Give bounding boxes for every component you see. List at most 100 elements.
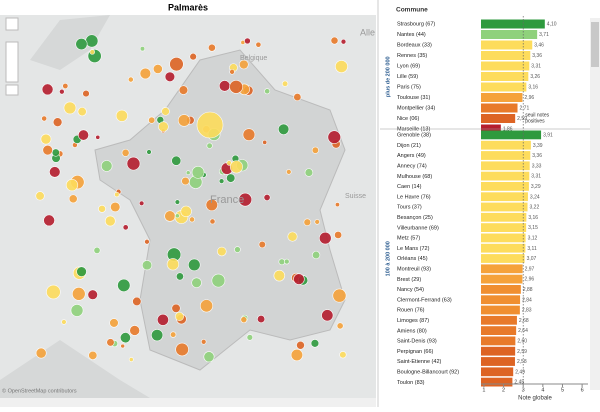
x-axis-label: Note globale: [518, 396, 552, 402]
value-label: 3,36: [532, 53, 542, 59]
map-bubble: [62, 82, 69, 90]
value-label: 1,86: [503, 127, 513, 133]
category-label: Brest (29): [397, 277, 421, 283]
category-label: Toulon (83): [397, 380, 425, 386]
map-bubble: [65, 179, 79, 192]
map-bubble: [68, 194, 78, 204]
map-bubble: [41, 115, 48, 122]
map-bubble: [93, 246, 101, 254]
map-bubble: [336, 322, 344, 330]
map-bubble: [189, 52, 197, 61]
bar: [481, 295, 521, 305]
map-bubble: [229, 69, 235, 75]
bar: [481, 151, 531, 160]
value-label: 3,26: [530, 74, 540, 80]
bar: [481, 285, 521, 294]
map-bubble: [264, 88, 271, 95]
map-bubble: [188, 258, 201, 272]
bar: [481, 192, 528, 202]
map-bubble: [203, 351, 215, 363]
bar: [481, 264, 523, 274]
map-bubble: [287, 231, 298, 242]
map-bubble: [115, 109, 128, 122]
title: Palmarès: [168, 2, 208, 12]
value-label: 3,12: [528, 235, 538, 241]
bar: [481, 72, 529, 81]
value-label: 3,33: [532, 163, 542, 169]
category-label: Saint-Denis (93): [397, 339, 437, 345]
map-bubble: [229, 79, 243, 94]
map-bubble: [152, 64, 163, 74]
map-bubble: [120, 343, 126, 349]
map-bubble: [59, 88, 65, 95]
scroll-thumb[interactable]: [591, 22, 599, 67]
bar: [481, 233, 526, 243]
category-label: Dijon (21): [397, 143, 421, 149]
scrollbar[interactable]: [0, 398, 376, 407]
category-label: Boulogne-Billancourt (92): [397, 370, 459, 376]
map-bubble: [171, 155, 182, 166]
map-bubble: [148, 116, 156, 124]
annotation: seuil notes: [525, 112, 549, 118]
map-bubble: [127, 76, 134, 83]
bar: [481, 161, 530, 171]
map-bubble: [174, 199, 181, 205]
category-label: Montreuil (93): [397, 267, 431, 273]
x-tick-label: 1: [482, 387, 485, 393]
map-bubble: [128, 357, 134, 362]
map-bubble: [244, 37, 251, 45]
scrollbar[interactable]: [590, 18, 600, 390]
map-bubble: [43, 214, 55, 227]
map-bubble: [82, 89, 90, 98]
map-bubble: [319, 231, 332, 245]
map-bubble: [98, 204, 106, 213]
x-tick-label: 4: [541, 387, 544, 393]
value-label: 3,16: [528, 215, 538, 221]
category-label: Grenoble (38): [397, 133, 431, 139]
map-bubble: [161, 107, 170, 116]
value-label: 3,71: [539, 32, 549, 38]
value-label: 3,31: [531, 174, 541, 180]
map-bubble: [196, 111, 224, 139]
map-bubble: [226, 173, 236, 183]
map-bubble: [77, 129, 89, 141]
bar: [481, 82, 527, 92]
value-label: 3,39: [533, 143, 543, 149]
search-button[interactable]: [5, 17, 19, 31]
value-label: 3,22: [530, 205, 540, 211]
map-bubble: [88, 350, 98, 360]
map-bubble: [104, 215, 116, 227]
map-bubble: [146, 149, 152, 155]
map-bubble: [321, 309, 334, 322]
map-bubble: [171, 303, 181, 313]
map-bubble: [35, 191, 45, 201]
value-label: 2,96: [524, 95, 534, 101]
x-tick-label: 2: [502, 387, 505, 393]
map-bubble: [164, 71, 176, 82]
pan-button[interactable]: [5, 84, 19, 96]
map-bubble: [110, 201, 121, 213]
category-label: Orléans (45): [397, 256, 428, 262]
map-bubble: [238, 192, 253, 207]
zoom-controls[interactable]: [5, 41, 19, 83]
map-bubble: [174, 213, 180, 219]
map-bubble: [218, 80, 231, 92]
value-label: 2,83: [522, 308, 532, 314]
bar: [481, 274, 523, 284]
bar: [481, 377, 513, 387]
map-label: France: [210, 194, 244, 206]
map-bubble: [151, 329, 164, 342]
map-bubble: [158, 121, 169, 132]
bar: [481, 30, 538, 39]
bar: [481, 346, 516, 356]
map-label: Alle: [360, 27, 375, 37]
bar: [481, 243, 526, 253]
map-bubble: [332, 288, 347, 303]
map-bubble: [334, 202, 340, 208]
map-bubble: [178, 85, 189, 95]
map-bubble: [240, 316, 248, 324]
map-bubble: [330, 36, 339, 45]
value-label: 2,59: [517, 349, 527, 355]
group-label: 100 à 200 000: [385, 241, 391, 276]
